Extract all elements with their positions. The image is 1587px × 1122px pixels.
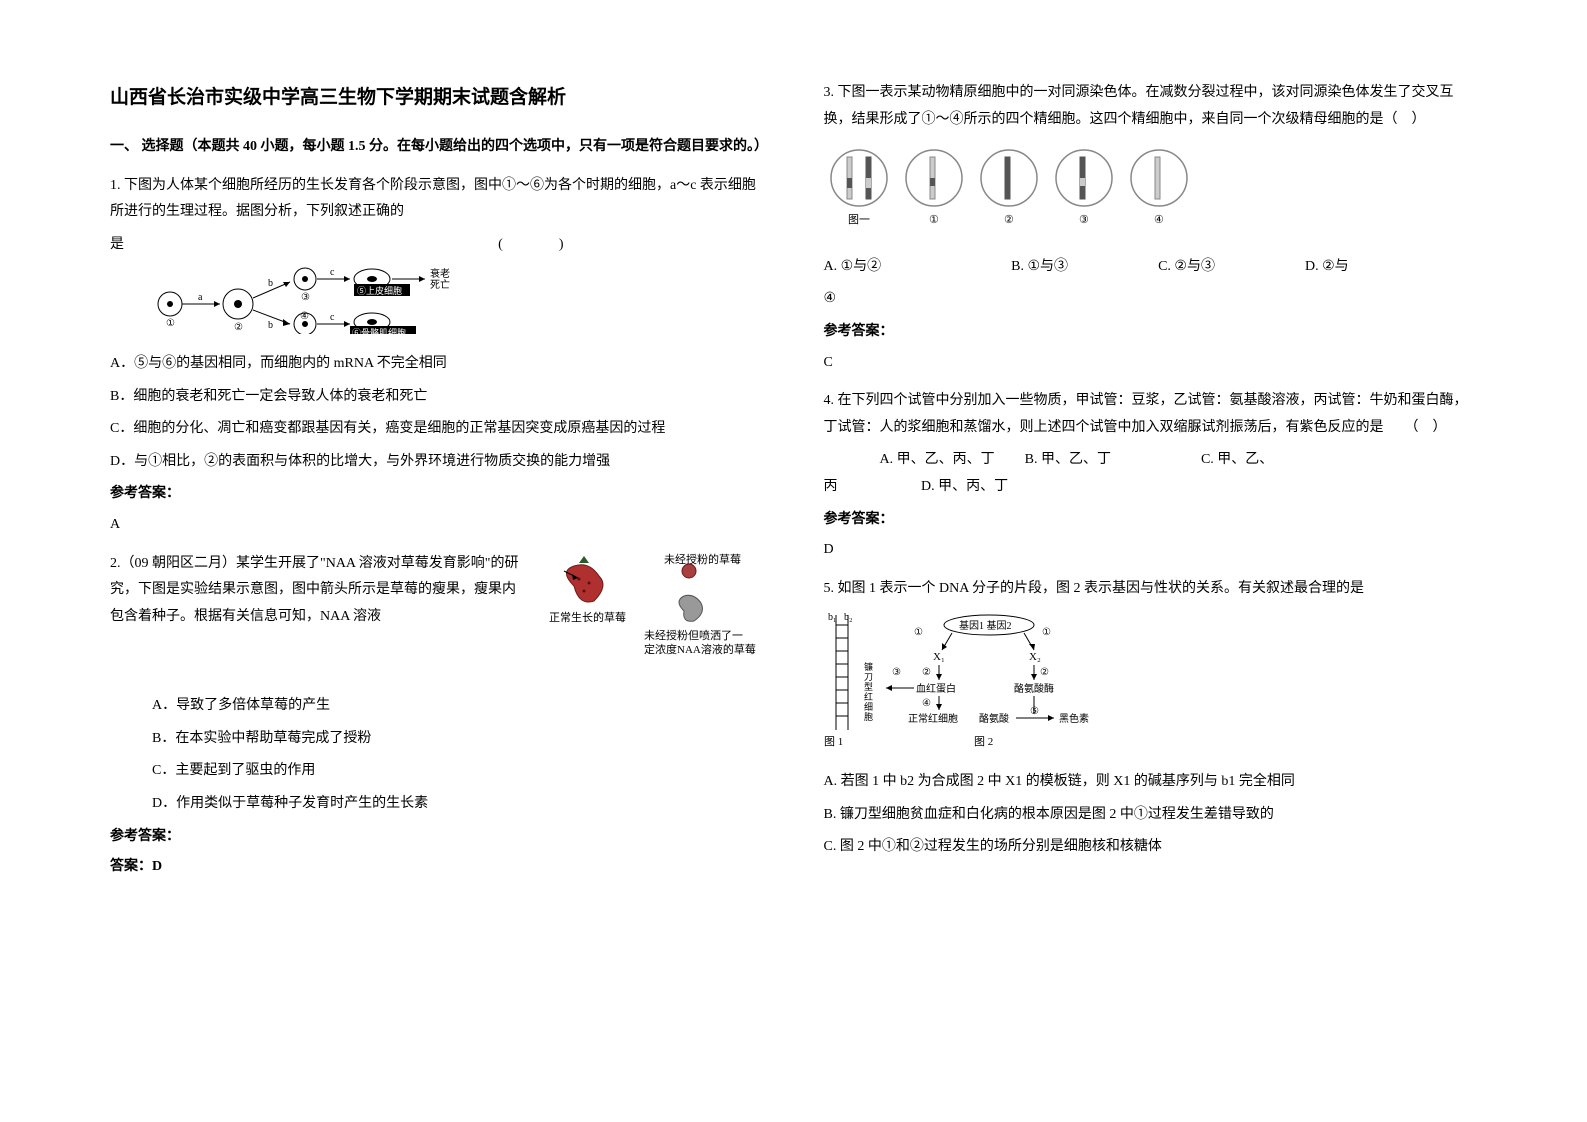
q1-fig-label6: ⑥骨骼肌细胞 xyxy=(352,327,406,334)
q3-fig-3: ③ xyxy=(1079,214,1089,226)
document-title: 山西省长治市实级中学高三生物下学期期末试题含解析 xyxy=(110,80,764,116)
q1-stem-2-left: 是 xyxy=(110,232,124,259)
q1-fig-label5: ⑤上皮细胞 xyxy=(357,285,402,296)
q2-option-a: A．导致了多倍体草莓的产生 xyxy=(110,693,764,720)
q3-stem: 3. 下图一表示某动物精原细胞中的一对同源染色体。在减数分裂过程中，该对同源染色… xyxy=(824,80,1478,133)
q5-fig-left1: 镰 xyxy=(864,661,873,672)
q5-fig-b2: b₂ xyxy=(844,612,853,623)
question-3: 3. 下图一表示某动物精原细胞中的一对同源染色体。在减数分裂过程中，该对同源染色… xyxy=(824,80,1478,376)
q5-fig-left4: 红 xyxy=(864,691,873,702)
q5-fig-n3: ③ xyxy=(892,667,901,678)
q5-fig-n2a: ② xyxy=(922,667,931,678)
q1-option-b: B．细胞的衰老和死亡一定会导致人体的衰老和死亡 xyxy=(110,384,764,411)
q2-answer: 答案：D xyxy=(110,854,764,881)
question-2-options: A．导致了多倍体草莓的产生 B．在本实验中帮助草莓完成了授粉 C．主要起到了驱虫… xyxy=(110,693,764,881)
q5-fig-p2: 酪氨酸酶 xyxy=(1014,682,1054,695)
q2-option-b: B．在本实验中帮助草莓完成了授粉 xyxy=(110,726,764,753)
q1-answer: A xyxy=(110,512,764,539)
q5-fig-n2b: ② xyxy=(1040,667,1049,678)
q4-options-line2: 丙 D. 甲、丙、丁 xyxy=(824,474,1478,501)
q4-options: A. 甲、乙、丙、丁 B. 甲、乙、丁 C. 甲、乙、 xyxy=(824,447,1478,474)
q1-fig-old2: 死亡 xyxy=(430,278,450,291)
q1-stem-2: 是 ( ) xyxy=(110,232,764,259)
q3-fig-1: ① xyxy=(929,214,939,226)
q1-option-a: A．⑤与⑥的基因相同，而细胞内的 mRNA 不完全相同 xyxy=(110,351,764,378)
q5-fig-left6: 胞 xyxy=(864,711,873,722)
q5-option-b: B. 镰刀型细胞贫血症和白化病的根本原因是图 2 中①过程发生差错导致的 xyxy=(824,802,1478,829)
section-header: 一、 选择题（本题共 40 小题，每小题 1.5 分。在每小题给出的四个选项中，… xyxy=(110,134,764,161)
question-2: 正常生长的草莓 未经授粉的草莓 未经授粉但喷洒了一 定浓度NAA溶液的草莓 2.… xyxy=(110,551,764,682)
q5-fig-x2: X₂ xyxy=(1029,651,1041,663)
q5-fig-tyro: 酪氨酸 xyxy=(979,712,1009,725)
q3-fig-4: ④ xyxy=(1154,214,1164,226)
q3-option-d-tail: ④ xyxy=(824,286,1478,313)
q5-fig-cell: 正常红细胞 xyxy=(908,712,958,725)
q1-stem-1: 1. 下图为人体某个细胞所经历的生长发育各个阶段示意图，图中①～⑥为各个时期的细… xyxy=(110,173,764,226)
q1-fig-lc2: c xyxy=(330,312,335,323)
q5-fig-b1: b₁ xyxy=(828,612,837,623)
q2-fig-cap-rt: 未经授粉的草莓 xyxy=(664,552,741,566)
q5-fig-n4: ④ xyxy=(922,698,931,709)
q3-answer: C xyxy=(824,350,1478,377)
q3-figure: 图一 ① ② ③ ④ xyxy=(824,143,1478,244)
q1-figure: ① a ② b b ③ ④ c c ⑤上皮细胞 ⑥骨骼肌细胞 xyxy=(150,264,764,345)
right-column: 3. 下图一表示某动物精原细胞中的一对同源染色体。在减数分裂过程中，该对同源染色… xyxy=(824,80,1478,1042)
q4-stem: 4. 在下列四个试管中分别加入一些物质，甲试管：豆浆，乙试管：氨基酸溶液，丙试管… xyxy=(824,388,1478,441)
q5-fig-cap1: 图 1 xyxy=(824,735,843,748)
q1-fig-n3: ③ xyxy=(301,292,310,303)
q3-option-d: D. ②与 xyxy=(1305,254,1349,281)
q1-fig-lb1: b xyxy=(268,278,273,289)
q5-fig-left5: 细 xyxy=(864,701,873,712)
left-column: 山西省长治市实级中学高三生物下学期期末试题含解析 一、 选择题（本题共 40 小… xyxy=(110,80,764,1042)
q4-option-d: D. 甲、丙、丁 xyxy=(921,479,1008,494)
q5-figure: b₁ b₂ 图 1 基因1 基因2 ① ① X₁ X₂ ② ② 血红蛋白 酪氨酸… xyxy=(824,610,1478,761)
q3-answer-label: 参考答案： xyxy=(824,319,1478,346)
question-4: 4. 在下列四个试管中分别加入一些物质，甲试管：豆浆，乙试管：氨基酸溶液，丙试管… xyxy=(824,388,1478,564)
q5-option-c: C. 图 2 中①和②过程发生的场所分别是细胞核和核糖体 xyxy=(824,834,1478,861)
q2-option-c: C．主要起到了驱虫的作用 xyxy=(110,758,764,785)
q2-figure: 正常生长的草莓 未经授粉的草莓 未经授粉但喷洒了一 定浓度NAA溶液的草莓 xyxy=(534,551,764,682)
q1-fig-lc1: c xyxy=(330,267,335,278)
q5-fig-cap2: 图 2 xyxy=(974,735,993,748)
q1-stem-2-right: ( ) xyxy=(498,232,563,259)
question-1: 1. 下图为人体某个细胞所经历的生长发育各个阶段示意图，图中①～⑥为各个时期的细… xyxy=(110,173,764,539)
q2-option-d: D．作用类似于草莓种子发育时产生的生长素 xyxy=(110,791,764,818)
q3-fig-img: 图一 xyxy=(848,213,870,226)
q1-answer-label: 参考答案： xyxy=(110,481,764,508)
q2-fig-cap-rb1: 未经授粉但喷洒了一 xyxy=(644,628,743,642)
q5-fig-left2: 刀 xyxy=(864,672,873,682)
q2-fig-cap-rb2: 定浓度NAA溶液的草莓 xyxy=(644,642,756,656)
question-5: 5. 如图 1 表示一个 DNA 分子的片段，图 2 表示基因与性状的关系。有关… xyxy=(824,576,1478,861)
q4-option-a: A. 甲、乙、丙、丁 xyxy=(880,447,995,474)
q3-option-b: B. ①与③ xyxy=(1011,254,1068,281)
q4-option-c: C. 甲、乙、 xyxy=(1201,447,1273,474)
q1-fig-lb2: b xyxy=(268,320,273,331)
q1-fig-n2: ② xyxy=(234,322,243,333)
q5-fig-mel: 黑色素 xyxy=(1059,712,1089,725)
q5-fig-n1a: ① xyxy=(914,627,923,638)
q5-fig-left3: 型 xyxy=(864,682,873,692)
q5-fig-n1b: ① xyxy=(1042,627,1051,638)
q1-fig-la: a xyxy=(198,292,203,303)
q4-option-b: B. 甲、乙、丁 xyxy=(1025,447,1111,474)
q5-fig-p1: 血红蛋白 xyxy=(916,682,956,695)
q3-options-row: A. ①与② B. ①与③ C. ②与③ D. ②与 xyxy=(824,254,1478,281)
q4-answer: D xyxy=(824,537,1478,564)
q1-option-c: C．细胞的分化、凋亡和癌变都跟基因有关，癌变是细胞的正常基因突变成原癌基因的过程 xyxy=(110,416,764,443)
q2-answer-label: 参考答案： xyxy=(110,824,764,851)
q3-option-a: A. ①与② xyxy=(824,254,882,281)
q1-fig-n4: ④ xyxy=(300,311,309,322)
q1-fig-n1: ① xyxy=(166,318,175,329)
q1-fig-old1: 衰老 xyxy=(430,267,450,280)
q1-option-d: D．与①相比，②的表面积与体积的比增大，与外界环境进行物质交换的能力增强 xyxy=(110,449,764,476)
q3-fig-2: ② xyxy=(1004,214,1014,226)
q4-answer-label: 参考答案： xyxy=(824,507,1478,534)
q5-fig-x1: X₁ xyxy=(933,651,945,663)
q5-option-a: A. 若图 1 中 b2 为合成图 2 中 X1 的模板链，则 X1 的碱基序列… xyxy=(824,769,1478,796)
q5-stem: 5. 如图 1 表示一个 DNA 分子的片段，图 2 表示基因与性状的关系。有关… xyxy=(824,576,1478,603)
q4-option-c-tail: 丙 xyxy=(824,479,838,494)
q2-fig-cap-left: 正常生长的草莓 xyxy=(549,610,626,624)
q5-fig-gene: 基因1 基因2 xyxy=(959,619,1012,632)
q3-option-c: C. ②与③ xyxy=(1158,254,1215,281)
